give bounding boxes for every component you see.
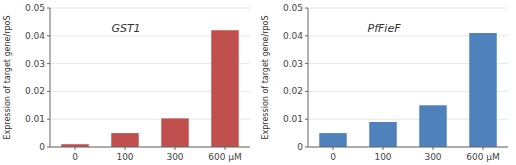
panel: 0 0.01 0.02 0.03 0.04 0.05 0 100 300 600 μM Expres… bbox=[261, 3, 508, 162]
x-tick-label: 300 bbox=[424, 152, 441, 162]
panel: 0 0.01 0.02 0.03 0.04 0.05 0 100 300 600 μM Expres… bbox=[3, 3, 250, 162]
bar bbox=[369, 122, 397, 147]
y-tick-label: 0.04 bbox=[25, 31, 45, 41]
bar bbox=[211, 30, 239, 147]
x-tick-label: 0 bbox=[72, 152, 78, 162]
bar bbox=[419, 105, 447, 147]
figure: 0 0.01 0.02 0.03 0.04 0.05 0 100 300 600 μM Expres… bbox=[0, 0, 516, 165]
x-tick-label: 300 bbox=[166, 152, 183, 162]
y-tick-label: 0.05 bbox=[283, 3, 303, 13]
y-axis bbox=[308, 8, 309, 147]
y-tick-label: 0.02 bbox=[25, 86, 45, 96]
annotation: GST1 bbox=[111, 22, 140, 35]
y-tick-label: 0 bbox=[297, 142, 303, 152]
y-tick-label: 0.01 bbox=[283, 114, 303, 124]
y-axis-label: Expression of target gene/rpoS bbox=[3, 15, 12, 139]
x-tick-label: 100 bbox=[116, 152, 133, 162]
y-tick-label: 0.04 bbox=[283, 31, 303, 41]
y-tick-label: 0.03 bbox=[283, 59, 303, 69]
annotation: PfFieF bbox=[368, 22, 402, 35]
bar bbox=[161, 118, 189, 147]
y-tick-label: 0.05 bbox=[25, 3, 45, 13]
x-tick-label: 100 bbox=[374, 152, 391, 162]
grid-line bbox=[308, 8, 508, 9]
x-axis bbox=[50, 147, 250, 148]
y-tick-label: 0.03 bbox=[25, 59, 45, 69]
bar bbox=[319, 133, 347, 147]
x-axis bbox=[308, 147, 508, 148]
grid-line bbox=[308, 147, 508, 148]
y-tick-label: 0.01 bbox=[25, 114, 45, 124]
bar bbox=[111, 133, 139, 147]
bars bbox=[61, 30, 239, 147]
y-axis bbox=[50, 8, 51, 147]
bars bbox=[319, 33, 497, 147]
grid-line bbox=[50, 147, 250, 148]
y-tick-label: 0.02 bbox=[283, 86, 303, 96]
y-axis-label: Expression of target gene/rpoS bbox=[261, 15, 270, 139]
bar bbox=[469, 33, 497, 147]
x-tick-label: 0 bbox=[330, 152, 336, 162]
x-tick-label: 600 μM bbox=[466, 152, 500, 162]
x-tick-label: 600 μM bbox=[208, 152, 242, 162]
grid-line bbox=[50, 8, 250, 9]
y-tick-label: 0 bbox=[39, 142, 45, 152]
